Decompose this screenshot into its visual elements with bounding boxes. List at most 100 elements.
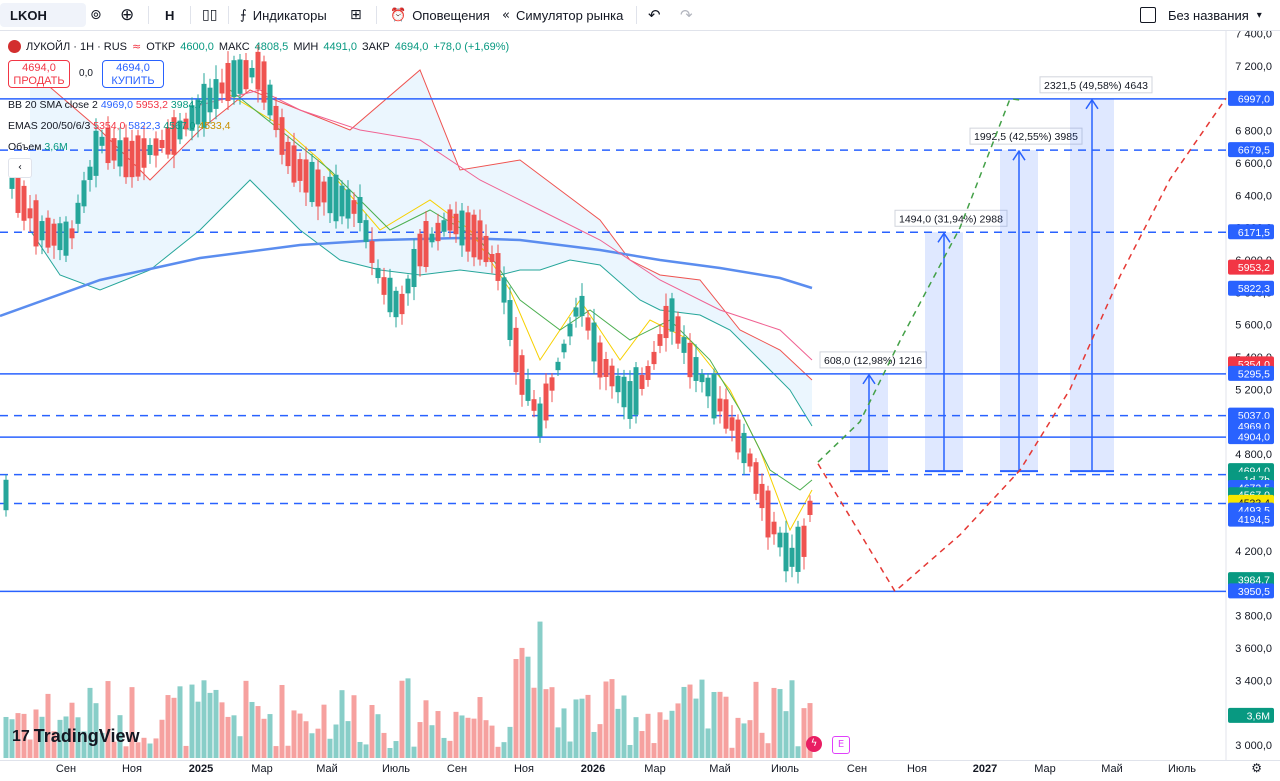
candle-body [525, 379, 531, 401]
candle-body [765, 490, 771, 538]
candle-body [453, 213, 459, 235]
candle-body [495, 253, 501, 281]
price-badge-label: 5295,5 [1238, 368, 1270, 380]
emas-legend[interactable]: EMAS 200/50/6/3 5354,0 5822,3 4567,0 453… [8, 120, 231, 132]
candle-body [27, 208, 33, 219]
volume-bar [429, 725, 435, 758]
volume-bar [27, 739, 33, 758]
volume-bar [345, 721, 351, 758]
interval-button[interactable]: Н [165, 7, 175, 23]
candle-body [171, 117, 177, 155]
volume-bar [141, 737, 147, 758]
bb-legend[interactable]: BB 20 SMA close 2 4969,0 5953,2 3984,7 [8, 99, 203, 111]
candle-body [705, 377, 711, 397]
target-label: 608,0 (12,98%) 1216 [824, 355, 922, 367]
buy-button[interactable]: 4694,0 КУПИТЬ [102, 60, 164, 88]
volume-value: 3,6M [44, 141, 68, 153]
volume-bar [87, 687, 93, 758]
time-axis-label: Сен [846, 763, 868, 775]
volume-name: Объем [8, 141, 42, 153]
volume-bar [363, 744, 369, 758]
volume-bar [261, 718, 267, 758]
symbol-search[interactable]: LKOH [0, 3, 86, 27]
candle-body [165, 127, 171, 155]
bb-lower-value: 3984,7 [170, 99, 204, 111]
low-label: МИН [293, 40, 319, 53]
time-axis-label: Сен [55, 763, 77, 775]
candle-body [513, 327, 519, 373]
flash-icon[interactable]: ϟ [806, 736, 822, 752]
time-axis-label: Июль [770, 763, 800, 775]
gear-icon[interactable]: ⚙ [1251, 761, 1262, 775]
candle-body [81, 180, 87, 207]
price-badge [1228, 707, 1274, 723]
forecast-bull-path[interactable] [817, 98, 1021, 463]
price-axis-tick: 6 800,0 [1235, 126, 1272, 138]
earnings-icon[interactable]: E [832, 736, 850, 754]
volume-bar [129, 687, 135, 758]
candle-body [423, 221, 429, 267]
templates-icon[interactable]: ⊞ [350, 7, 362, 23]
sell-button[interactable]: 4694,0 ПРОДАТЬ [8, 60, 70, 88]
volume-bar [333, 724, 339, 758]
candle-body [45, 217, 51, 248]
redo-icon[interactable]: ↷ [680, 6, 693, 24]
volume-bar [351, 695, 357, 758]
candle-body [477, 220, 483, 260]
candle-body [321, 181, 327, 203]
bb-name: BB 20 SMA close 2 [8, 99, 98, 111]
candle-body [471, 214, 477, 258]
tradingview-logo[interactable]: 17 TradingView [12, 726, 140, 747]
indicators-label: Индикаторы [252, 7, 327, 23]
toolbar-divider [228, 6, 229, 24]
indicators-button[interactable]: ⨍ Индикаторы [240, 0, 327, 30]
volume-bar [459, 715, 465, 758]
candle-body [303, 159, 309, 193]
undo-icon[interactable]: ↶ [648, 6, 661, 24]
alerts-button[interactable]: ⏰ Оповещения [390, 0, 490, 30]
volume-bar [423, 700, 429, 758]
candle-body [735, 419, 741, 453]
close-value: 4694,0 [394, 40, 429, 53]
volume-legend[interactable]: Объем 3,6M [8, 141, 68, 153]
volume-bar [237, 736, 243, 758]
volume-bar [519, 647, 525, 758]
layout-menu[interactable]: Без названия ▾ [1140, 0, 1262, 30]
volume-bar [195, 701, 201, 758]
volume-bar [573, 699, 579, 758]
volume-bar [291, 710, 297, 758]
compare-symbol-icon[interactable]: ⊚ [90, 7, 102, 23]
candle-body [627, 381, 633, 419]
price-badge [1228, 142, 1274, 158]
candle-body [609, 365, 615, 387]
volume-bar [489, 725, 495, 758]
add-symbol-icon[interactable]: ⊕ [120, 5, 135, 25]
volume-bar [315, 728, 321, 758]
candle-body [537, 403, 543, 437]
price-chart[interactable]: 7 400,07 200,07 000,06 800,06 600,06 400… [0, 30, 1280, 760]
candle-body [123, 137, 129, 178]
replay-button[interactable]: « Симулятор рынка [502, 0, 623, 30]
time-axis[interactable]: Сен Ноя 2025 Мар Май Июль Сен Ноя 2026 Мар Май Июль… [0, 760, 1280, 781]
volume-bar [45, 693, 51, 758]
volume-bar [411, 746, 417, 758]
spread-value: 0,0 [79, 68, 93, 79]
collapse-legend-icon[interactable]: ‹ [8, 158, 32, 178]
candle-body [573, 307, 579, 317]
volume-bar [405, 678, 411, 758]
volume-bar [387, 747, 393, 758]
volume-bar [3, 716, 9, 758]
wave-icon: ≈ [132, 40, 142, 53]
symbol-title: ЛУКОЙЛ · 1Н · RUS [26, 40, 128, 53]
candle-style-icon[interactable]: ▯▯ [202, 7, 218, 23]
volume-bar [123, 746, 129, 758]
volume-bar [357, 741, 363, 758]
candle-body [183, 118, 189, 130]
volume-bar [153, 738, 159, 758]
volume-bar [765, 743, 771, 758]
target-label: 1992,5 (42,55%) 3985 [974, 131, 1078, 143]
price-axis-tick: 3 600,0 [1235, 643, 1272, 655]
candle-body [357, 197, 363, 223]
candle-body [255, 51, 261, 90]
volume-bar [33, 709, 39, 758]
